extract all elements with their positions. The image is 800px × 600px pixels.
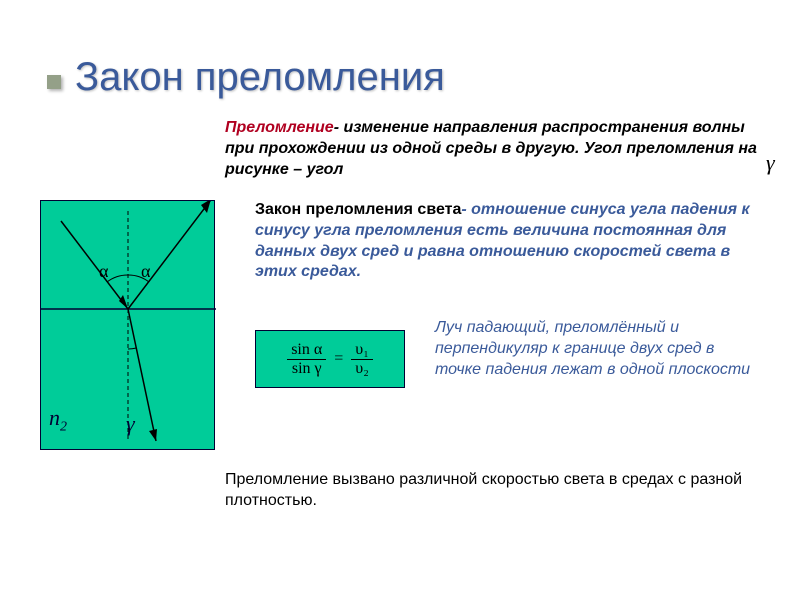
n2-subscript: 2: [60, 419, 67, 434]
gamma-label: γ: [126, 411, 135, 437]
formula-rhs: υ₁ υ₂: [351, 341, 373, 378]
incident-arrowhead: [119, 295, 128, 309]
formula-lhs-num: sin α: [287, 341, 326, 360]
law-lead: Закон преломления света: [255, 201, 461, 218]
n2-label: n2: [49, 405, 67, 435]
title-area: Закон преломления: [75, 55, 445, 100]
cause-text: Преломление вызвано различной скоростью …: [225, 470, 745, 512]
gamma-arc: [128, 348, 136, 349]
formula-equals: =: [334, 350, 343, 368]
definition-text: Преломление- изменение направления распр…: [225, 118, 765, 180]
formula-box: sin α sin γ = υ₁ υ₂: [255, 330, 405, 388]
alpha-arc-left: [107, 275, 128, 282]
refraction-diagram: α α γ n2: [40, 200, 215, 450]
formula-lhs-den: sin γ: [287, 360, 326, 378]
page-title: Закон преломления: [75, 55, 445, 100]
gamma-symbol-outside: γ: [766, 150, 775, 176]
reflected-ray: [128, 201, 216, 309]
definition-term: Преломление: [225, 119, 334, 136]
ray-plane-text: Луч падающий, преломлённый и перпендикул…: [435, 318, 755, 380]
incident-ray: [61, 221, 128, 309]
formula-rhs-den: υ₂: [351, 360, 373, 378]
n2-symbol: n: [49, 405, 60, 430]
refracted-arrowhead: [149, 429, 157, 441]
formula-lhs: sin α sin γ: [287, 341, 326, 378]
formula-rhs-num: υ₁: [351, 341, 373, 360]
law-text: Закон преломления света- отношение синус…: [255, 200, 755, 283]
alpha-label-right: α: [141, 261, 150, 282]
alpha-label-left: α: [99, 261, 108, 282]
bullet-icon: [47, 75, 61, 89]
